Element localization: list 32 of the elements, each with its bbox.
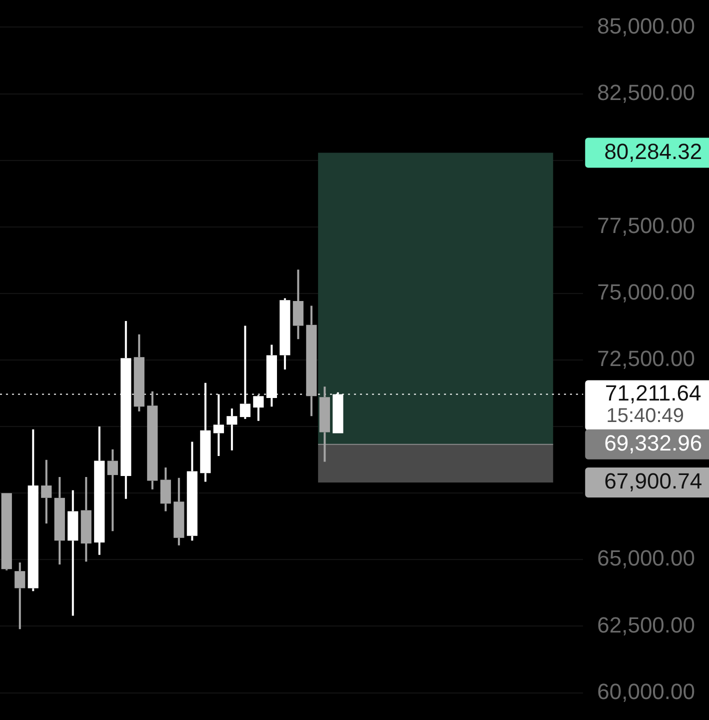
y-tick-label: 60,000.00	[597, 678, 696, 704]
candlestick	[14, 562, 26, 630]
y-tick-label: 72,500.00	[597, 346, 696, 372]
y-tick-label: 82,500.00	[597, 80, 696, 105]
candlestick	[186, 440, 198, 542]
y-tick-label: 77,500.00	[597, 212, 696, 238]
candlestick	[319, 386, 330, 463]
candlestick	[80, 476, 92, 563]
y-tick-label: 85,000.00	[597, 13, 696, 38]
y-tick-label: 62,500.00	[597, 612, 696, 638]
band-label: 80,284.32	[604, 138, 702, 164]
candlestick	[160, 466, 171, 512]
candlestick	[306, 304, 317, 418]
candlestick	[134, 333, 144, 412]
candlestick	[292, 268, 304, 340]
y-tick-label: 65,000.00	[597, 546, 696, 571]
candlestick	[41, 458, 52, 525]
y-tick-label: 75,000.00	[597, 280, 696, 305]
candlestick	[147, 390, 158, 490]
candlestick	[174, 476, 184, 546]
candlestick	[1, 493, 12, 572]
candlestick	[226, 407, 238, 452]
candlestick	[280, 297, 290, 371]
candlestick	[107, 448, 118, 532]
ref-line-label: 69,332.96	[604, 430, 702, 456]
candlestick	[94, 426, 105, 556]
candlestick	[28, 428, 38, 592]
band-label: 67,900.74	[604, 468, 702, 494]
candlestick	[68, 489, 78, 617]
candlestick	[54, 476, 65, 566]
ref-line-label: 71,211.64	[605, 380, 702, 406]
text: 15:40:49	[606, 404, 684, 427]
